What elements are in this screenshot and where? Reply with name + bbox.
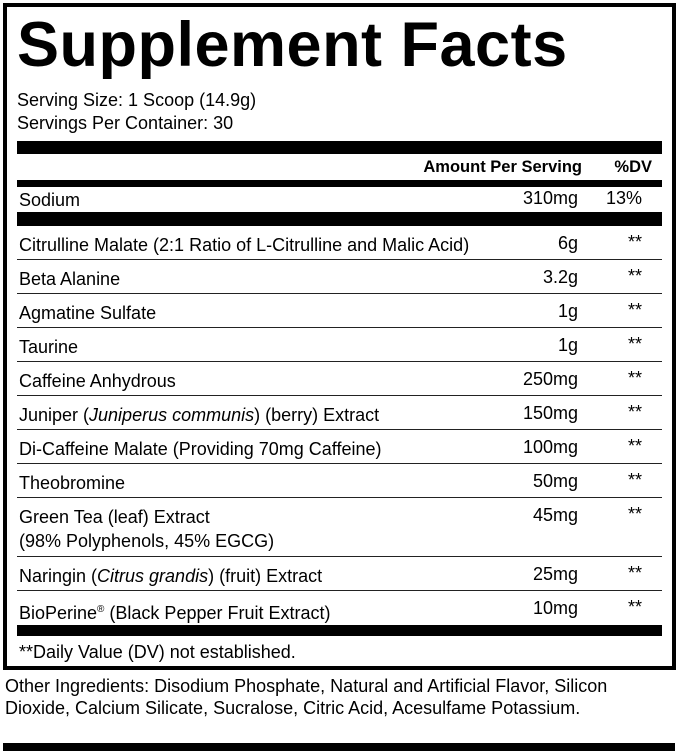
- ingredient-amount: 3.2g: [542, 267, 578, 287]
- ingredient-row: BioPerine® (Black Pepper Fruit Extract) 1…: [17, 591, 662, 625]
- ingredient-row: Di-Caffeine Malate (Providing 70mg Caffe…: [17, 430, 662, 464]
- registered-mark: ®: [97, 604, 105, 615]
- ingredient-name: Juniper (Juniperus communis) (berry) Ext…: [19, 403, 379, 427]
- ingredient-row: Caffeine Anhydrous 250mg **: [17, 362, 662, 396]
- name-detail: (98% Polyphenols, 45% EGCG): [19, 531, 275, 551]
- ingredient-amount: 100mg: [522, 437, 578, 457]
- name-text: BioPerine: [19, 603, 98, 623]
- name-text: Taurine: [19, 337, 79, 357]
- name-text: Green Tea (leaf) Extract: [19, 507, 210, 527]
- ingredient-row: Naringin (Citrus grandis) (fruit) Extrac…: [17, 557, 662, 591]
- ingredient-name: Citrulline Malate (2:1 Ratio of L-Citrul…: [19, 233, 469, 257]
- ingredient-dv: **: [627, 232, 642, 252]
- nutrient-dv: 13%: [605, 188, 642, 208]
- ingredient-dv: **: [627, 597, 642, 617]
- latin-name: Juniperus communis: [89, 405, 255, 425]
- other-ingredients: Other Ingredients: Disodium Phosphate, N…: [5, 676, 608, 718]
- sodium-row: Sodium 310mg 13%: [17, 187, 662, 212]
- amount-header: Amount Per Serving: [423, 158, 582, 176]
- column-header: Amount Per Serving %DV: [17, 154, 662, 180]
- name-text: Juniper (: [19, 405, 90, 425]
- ingredient-row: Theobromine 50mg **: [17, 464, 662, 498]
- divider-thick: [17, 141, 662, 154]
- ingredient-dv: **: [627, 266, 642, 286]
- nutrient-amount: 310mg: [522, 188, 578, 208]
- ingredient-amount: 250mg: [522, 369, 578, 389]
- ingredient-amount: 25mg: [532, 564, 578, 584]
- supplement-facts-panel: Supplement Facts Serving Size: 1 Scoop (…: [3, 3, 676, 670]
- ingredient-amount: 50mg: [532, 471, 578, 491]
- name-text: Di-Caffeine Malate (Providing 70mg Caffe…: [19, 439, 382, 459]
- ingredient-amount: 1g: [557, 335, 578, 355]
- name-text: ) (fruit) Extract: [208, 566, 323, 586]
- ingredient-name: Caffeine Anhydrous: [19, 369, 176, 393]
- footnote: **Daily Value (DV) not established.: [19, 642, 296, 662]
- dv-header: %DV: [614, 158, 652, 176]
- serving-size: Serving Size: 1 Scoop (14.9g): [17, 90, 257, 110]
- panel-title: Supplement Facts: [17, 10, 568, 80]
- ingredient-amount: 150mg: [522, 403, 578, 423]
- ingredient-dv: **: [627, 368, 642, 388]
- divider-medium: [17, 180, 662, 187]
- ingredient-row: Beta Alanine 3.2g **: [17, 260, 662, 294]
- name-text: Citrulline Malate (2:1 Ratio of L-Citrul…: [19, 235, 470, 255]
- ingredient-row: Green Tea (leaf) Extract (98% Polyphenols…: [17, 498, 662, 557]
- ingredient-dv: **: [627, 504, 642, 524]
- ingredient-name: Agmatine Sulfate: [19, 301, 156, 325]
- divider-thick: [17, 625, 662, 636]
- ingredient-dv: **: [627, 334, 642, 354]
- ingredient-name: Di-Caffeine Malate (Providing 70mg Caffe…: [19, 437, 382, 461]
- ingredient-dv: **: [627, 402, 642, 422]
- divider-thick: [17, 212, 662, 226]
- name-text: Naringin (: [19, 566, 98, 586]
- name-text: ) (berry) Extract: [254, 405, 380, 425]
- ingredient-amount: 6g: [557, 233, 578, 253]
- ingredient-row: Taurine 1g **: [17, 328, 662, 362]
- ingredient-dv: **: [627, 436, 642, 456]
- ingredient-dv: **: [627, 300, 642, 320]
- latin-name: Citrus grandis: [97, 566, 209, 586]
- ingredient-amount: 1g: [557, 301, 578, 321]
- ingredient-dv: **: [627, 470, 642, 490]
- servings-per-container: Servings Per Container: 30: [17, 113, 234, 133]
- ingredient-row: Juniper (Juniperus communis) (berry) Ext…: [17, 396, 662, 430]
- ingredient-amount: 45mg: [532, 505, 578, 525]
- ingredient-name: Theobromine: [19, 471, 125, 495]
- ingredient-row: Citrulline Malate (2:1 Ratio of L-Citrul…: [17, 226, 662, 260]
- name-text: Agmatine Sulfate: [19, 303, 157, 323]
- bottom-bar: [3, 743, 675, 751]
- ingredient-name: Taurine: [19, 335, 78, 359]
- ingredient-name: BioPerine® (Black Pepper Fruit Extract): [19, 598, 331, 625]
- nutrient-name: Sodium: [19, 190, 81, 210]
- ingredient-name: Naringin (Citrus grandis) (fruit) Extrac…: [19, 564, 322, 588]
- ingredient-dv: **: [627, 563, 642, 583]
- name-text: Caffeine Anhydrous: [19, 371, 176, 391]
- ingredient-amount: 10mg: [532, 598, 578, 618]
- ingredient-name: Green Tea (leaf) Extract (98% Polyphenols…: [19, 505, 274, 553]
- name-text: (Black Pepper Fruit Extract): [104, 603, 331, 623]
- ingredient-row: Agmatine Sulfate 1g **: [17, 294, 662, 328]
- ingredient-name: Beta Alanine: [19, 267, 120, 291]
- name-text: Theobromine: [19, 473, 126, 493]
- name-text: Beta Alanine: [19, 269, 121, 289]
